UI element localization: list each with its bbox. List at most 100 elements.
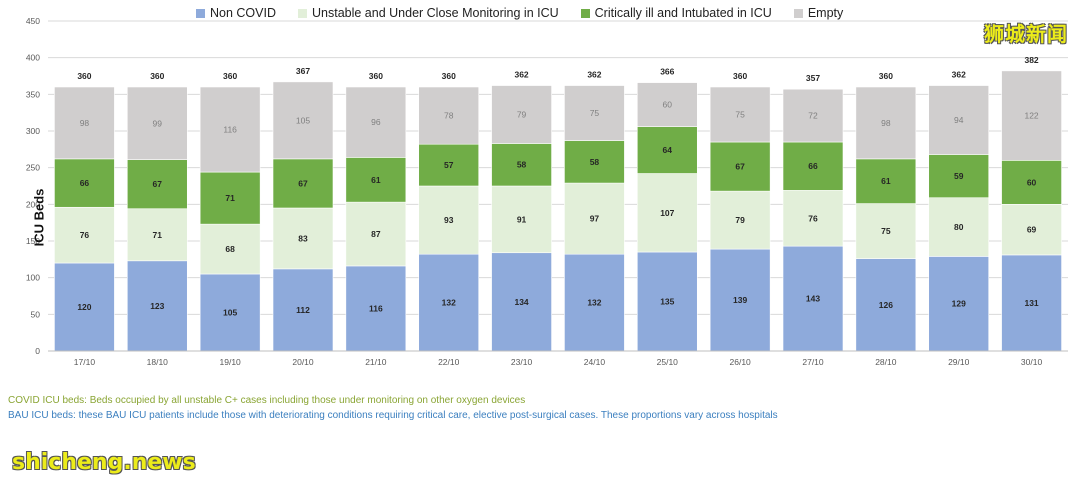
data-label: 87 xyxy=(371,229,381,239)
bar-segment xyxy=(199,223,261,275)
data-label: 58 xyxy=(590,157,600,167)
stacked-bar-chart: 0 50 100 150 200 250 300 350 400 450 120 76 66 98 360 1… xyxy=(26,16,1068,367)
y-tick-label: 450 xyxy=(26,16,40,26)
data-label: 66 xyxy=(80,178,90,188)
total-label: 360 xyxy=(77,71,91,81)
data-label: 76 xyxy=(80,230,90,240)
data-label: 83 xyxy=(298,233,308,243)
legend-label-unstable: Unstable and Under Close Monitoring in I… xyxy=(312,6,559,20)
chart-notes: COVID ICU beds: Beds occupied by all uns… xyxy=(8,393,778,423)
bar-segment xyxy=(709,86,771,143)
y-tick-label: 350 xyxy=(26,89,40,99)
bar-segment xyxy=(709,141,771,192)
bar-segment xyxy=(855,203,917,259)
bar-segment xyxy=(272,158,334,209)
data-label: 132 xyxy=(442,298,456,308)
bar-segment xyxy=(782,88,844,143)
legend-swatch-critical xyxy=(580,8,590,18)
bar-segment xyxy=(855,158,917,204)
total-label: 357 xyxy=(806,73,820,83)
legend-swatch-non-covid xyxy=(196,8,205,18)
data-label: 58 xyxy=(517,160,527,170)
bar-segment xyxy=(564,140,625,184)
data-label: 79 xyxy=(517,110,527,120)
y-tick-label: 400 xyxy=(26,53,40,63)
data-label: 139 xyxy=(733,295,747,305)
bar-segment xyxy=(126,159,188,210)
data-label: 116 xyxy=(369,303,383,313)
bar-segment xyxy=(1001,254,1062,352)
legend-swatch-unstable xyxy=(298,8,307,18)
x-tick-label: 23/10 xyxy=(511,357,533,367)
data-label: 69 xyxy=(1027,225,1037,235)
data-label: 96 xyxy=(371,117,381,127)
data-label: 72 xyxy=(808,111,818,121)
bar-segment xyxy=(636,82,698,127)
bar-segment xyxy=(199,273,261,352)
total-label: 362 xyxy=(952,70,966,80)
data-label: 60 xyxy=(663,100,673,110)
data-label: 116 xyxy=(223,125,237,135)
bar-segment xyxy=(418,86,480,145)
x-tick-label: 17/10 xyxy=(74,357,96,367)
data-label: 67 xyxy=(298,178,308,188)
data-label: 120 xyxy=(77,302,91,312)
y-tick-label: 250 xyxy=(26,163,40,173)
bar-segment xyxy=(564,85,625,141)
legend-label-non-covid: Non COVID xyxy=(210,6,276,20)
bar-segment xyxy=(928,85,990,155)
data-label: 64 xyxy=(663,145,673,155)
data-label: 134 xyxy=(514,297,528,307)
data-label: 135 xyxy=(660,297,674,307)
data-label: 131 xyxy=(1024,298,1038,308)
bar-segment xyxy=(345,86,407,158)
data-label: 75 xyxy=(590,108,600,118)
x-tick-label: 21/10 xyxy=(365,357,387,367)
y-tick-label: 100 xyxy=(26,273,40,283)
bar-segment xyxy=(272,268,334,352)
x-tick-label: 28/10 xyxy=(875,357,897,367)
bar-segment xyxy=(782,141,844,191)
y-tick-label: 300 xyxy=(26,126,40,136)
bar-segment xyxy=(491,143,552,187)
bar-segment xyxy=(54,86,115,160)
y-tick-label: 200 xyxy=(26,199,40,209)
legend-item-empty: Empty xyxy=(793,6,843,20)
data-label: 75 xyxy=(881,226,891,236)
bar-segment xyxy=(928,256,990,352)
legend-item-unstable: Unstable and Under Close Monitoring in I… xyxy=(298,6,559,20)
data-label: 61 xyxy=(881,176,891,186)
total-label: 367 xyxy=(296,66,310,76)
data-label: 98 xyxy=(80,118,90,128)
x-tick-label: 25/10 xyxy=(657,357,679,367)
data-label: 60 xyxy=(1027,177,1037,187)
data-label: 143 xyxy=(806,294,820,304)
data-label: 98 xyxy=(881,118,891,128)
bar-segment xyxy=(782,190,844,247)
bar-segment xyxy=(928,197,990,257)
data-label: 105 xyxy=(296,115,310,125)
data-label: 129 xyxy=(952,299,966,309)
data-label: 126 xyxy=(879,300,893,310)
data-label: 97 xyxy=(590,214,600,224)
data-label: 112 xyxy=(296,305,310,315)
bar-segment xyxy=(199,86,261,173)
bar-segment xyxy=(54,262,115,352)
total-label: 382 xyxy=(1024,55,1038,65)
bar-segment xyxy=(126,208,188,262)
watermark-cn-logo: 狮城新闻 xyxy=(984,22,1068,46)
data-label: 123 xyxy=(150,301,164,311)
data-label: 105 xyxy=(223,308,237,318)
bar-segment xyxy=(345,201,407,267)
bar-segment xyxy=(564,253,625,352)
bar-segment xyxy=(782,245,844,352)
data-label: 91 xyxy=(517,214,527,224)
data-label: 79 xyxy=(735,215,745,225)
total-label: 360 xyxy=(369,71,383,81)
x-tick-label: 19/10 xyxy=(220,357,242,367)
total-label: 362 xyxy=(587,70,601,80)
legend-swatch-empty xyxy=(793,8,803,18)
bar-segment xyxy=(1001,204,1062,256)
legend: Non COVID Unstable and Under Close Monit… xyxy=(196,5,843,21)
x-tick-label: 29/10 xyxy=(948,357,970,367)
